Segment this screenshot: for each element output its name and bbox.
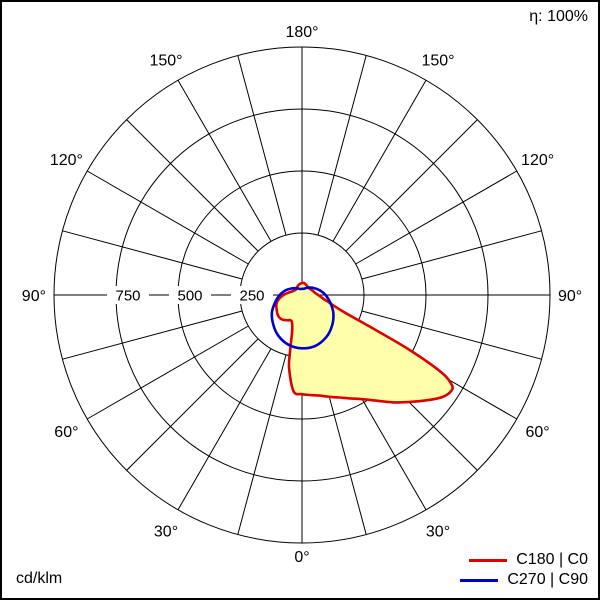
legend-label: C180 | C0 xyxy=(516,551,588,568)
grid-spoke xyxy=(177,348,272,511)
grid-spoke xyxy=(317,55,367,236)
ring-label: 500 xyxy=(177,288,202,305)
ring-label: 750 xyxy=(115,288,140,305)
grid-spoke xyxy=(361,230,542,280)
angle-labels: 0° 30° 30° 60° 60° 90° 90° 120° 120° 150° 150° 180° xyxy=(22,24,582,566)
efficiency-label: η: 100% xyxy=(529,8,588,25)
grid-spoke xyxy=(126,338,259,471)
legend-label: C270 | C90 xyxy=(507,571,588,588)
angle-label-120: 120° xyxy=(521,152,554,169)
angle-label-30: 30° xyxy=(426,524,450,541)
angle-label-150: 150° xyxy=(149,52,182,69)
polar-grid xyxy=(53,46,551,544)
angle-label-120: 120° xyxy=(50,152,83,169)
angle-label-0: 0° xyxy=(294,549,309,566)
grid-spoke xyxy=(355,170,518,265)
ring-labels: 750 500 250 xyxy=(107,286,273,305)
ring-label-bg xyxy=(107,286,149,304)
grid-spoke xyxy=(177,79,272,242)
grid-spoke xyxy=(332,79,427,242)
ring-label-bg xyxy=(169,286,211,304)
curve-c270-c90 xyxy=(270,286,335,350)
angle-label-90: 90° xyxy=(22,288,46,305)
curve-c180-c0 xyxy=(274,281,454,404)
grid-spoke xyxy=(237,55,287,236)
legend-swatch xyxy=(469,558,508,562)
angle-label-150: 150° xyxy=(421,52,454,69)
grid-spoke xyxy=(126,119,259,252)
angle-label-60: 60° xyxy=(54,424,78,441)
angle-label-90: 90° xyxy=(558,288,582,305)
grid-spoke xyxy=(86,325,249,420)
grid-spoke xyxy=(62,230,243,280)
grid-spoke xyxy=(345,119,478,252)
angle-label-30: 30° xyxy=(154,524,178,541)
legend-item: C270 | C90 xyxy=(460,570,588,590)
ring-label: 250 xyxy=(239,288,264,305)
ring-label-bg xyxy=(231,286,273,304)
legend-swatch xyxy=(460,578,499,582)
grid-spoke xyxy=(237,354,287,535)
angle-label-180: 180° xyxy=(285,24,318,41)
legend-item: C180 | C0 xyxy=(460,550,588,570)
angle-label-60: 60° xyxy=(525,424,549,441)
unit-label: cd/klm xyxy=(16,570,63,587)
grid-spoke xyxy=(62,310,243,360)
legend: C180 | C0 C270 | C90 xyxy=(460,550,588,590)
grid-spoke xyxy=(361,310,542,360)
grid-spoke xyxy=(86,170,249,265)
